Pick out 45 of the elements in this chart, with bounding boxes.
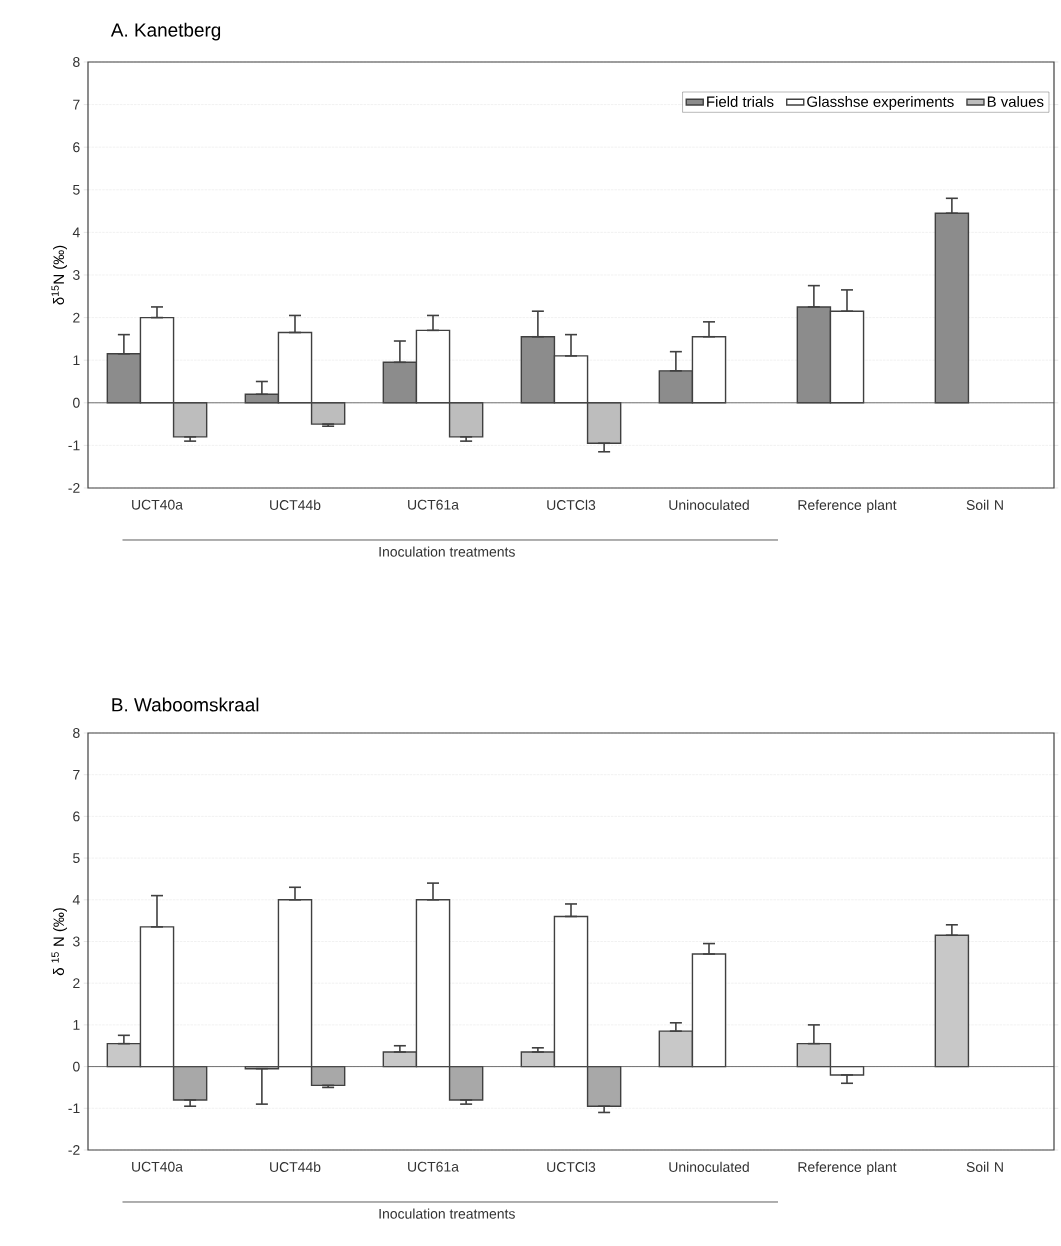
- x-tick-label: UCT61a: [408, 1161, 459, 1172]
- chart-title: A. Kanetberg: [110, 22, 221, 41]
- legend-label: B values: [987, 95, 1044, 107]
- x-tick-label: UCT40a: [132, 1161, 183, 1172]
- x-tick-label: Reference plant: [798, 1161, 897, 1175]
- x-tick-label: UCT44b: [270, 1161, 321, 1173]
- x-tick-label: UCT40a: [132, 499, 183, 510]
- x-tick-label: Soil N: [966, 1161, 1003, 1173]
- y-tick-label: 6: [73, 811, 80, 822]
- y-tick-label: 5: [73, 184, 80, 195]
- x-tick-label: UCT44b: [270, 499, 321, 511]
- y-tick-label: 8: [73, 57, 80, 67]
- x-tick-label: Reference plant: [798, 499, 897, 513]
- x-tick-label: Uninoculated: [669, 499, 749, 511]
- y-tick-label: 7: [73, 99, 80, 110]
- y-axis-title: δ$^{15}$N (‰): [51, 245, 67, 305]
- y-tick-label: 2: [73, 312, 80, 323]
- text: Inoculation treatments: [379, 1208, 515, 1219]
- y-tick-label: 3: [73, 270, 80, 280]
- x-tick-label: UCTCl3: [547, 1161, 596, 1173]
- x-tick-label: Soil N: [966, 499, 1003, 511]
- y-tick-label: 0: [73, 1061, 80, 1072]
- x-tick-label: UCTCl3: [547, 499, 596, 511]
- y-axis-title: δ $^{15}$ N (‰): [51, 908, 67, 976]
- y-tick-label: 4: [72, 227, 80, 238]
- y-tick-label: 2: [73, 978, 80, 989]
- legend-label: Glasshse experiments: [807, 95, 954, 110]
- y-tick-label: 0: [73, 397, 80, 408]
- y-tick-label: 6: [73, 142, 80, 153]
- y-tick-label: -2: [68, 1145, 80, 1155]
- x-tick-label: UCT61a: [408, 499, 459, 510]
- x-tick-label: Uninoculated: [669, 1161, 749, 1173]
- y-tick-label: 8: [73, 728, 80, 738]
- chart-title: B. Waboomskraal: [112, 697, 259, 712]
- y-tick-label: -1: [68, 1103, 80, 1114]
- y-tick-label: 3: [73, 936, 80, 947]
- y-tick-label: 5: [73, 853, 80, 863]
- y-tick-label: 1: [73, 355, 80, 365]
- y-tick-label: 1: [73, 1020, 80, 1030]
- legend-label: Field trials: [707, 95, 774, 107]
- y-tick-label: -2: [68, 483, 80, 493]
- y-tick-label: -1: [68, 440, 80, 451]
- y-tick-label: 7: [73, 769, 80, 780]
- y-tick-label: 4: [72, 894, 80, 905]
- text: Inoculation treatments: [379, 546, 515, 557]
